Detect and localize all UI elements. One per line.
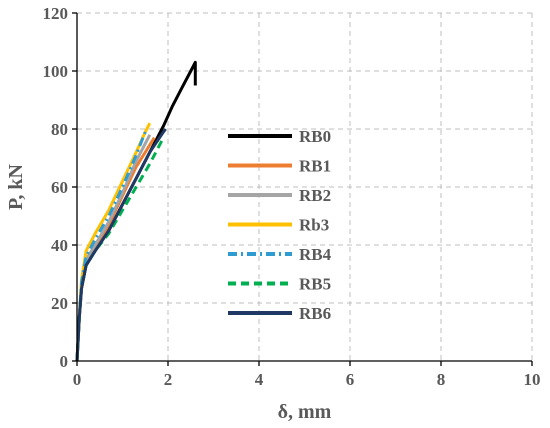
legend-label-rb5: RB5 xyxy=(299,275,331,294)
x-tick-label: 4 xyxy=(255,370,264,389)
y-tick-label: 80 xyxy=(51,120,68,139)
y-tick-label: 40 xyxy=(51,236,68,255)
series-line-rb6 xyxy=(75,128,167,362)
legend-label-rb0: RB0 xyxy=(299,127,331,146)
series-line-rb0 xyxy=(75,60,197,362)
x-tick-label: 8 xyxy=(437,370,446,389)
x-tick-label: 10 xyxy=(524,370,541,389)
chart-grid xyxy=(77,12,533,361)
legend-label-rb2: RB2 xyxy=(299,186,331,205)
y-tick-label: 60 xyxy=(51,178,68,197)
chart-axes xyxy=(72,12,533,366)
y-tick-label: 100 xyxy=(43,62,69,81)
tick-labels: 0 20 40 60 80 100 120 0 2 4 6 8 10 xyxy=(43,4,541,389)
y-tick-label: 0 xyxy=(60,352,69,371)
y-tick-label: 120 xyxy=(43,4,69,23)
legend-label-rb6: RB6 xyxy=(299,304,331,323)
legend-label-rb1: RB1 xyxy=(299,157,331,176)
y-axis-title: P, kN xyxy=(5,163,27,210)
y-tick-label: 20 xyxy=(51,294,68,313)
x-tick-label: 6 xyxy=(346,370,355,389)
x-tick-label: 0 xyxy=(73,370,82,389)
series-line-rb1 xyxy=(75,136,156,362)
x-axis-title: δ, mm xyxy=(278,401,332,423)
series-line-rb5 xyxy=(75,137,165,362)
legend-label-rb3: Rb3 xyxy=(299,216,329,235)
legend: RB0 RB1 RB2 Rb3 RB4 RB5 RB6 xyxy=(228,127,332,323)
legend-label-rb4: RB4 xyxy=(299,245,332,264)
x-tick-label: 2 xyxy=(164,370,173,389)
series-layer xyxy=(75,60,197,362)
